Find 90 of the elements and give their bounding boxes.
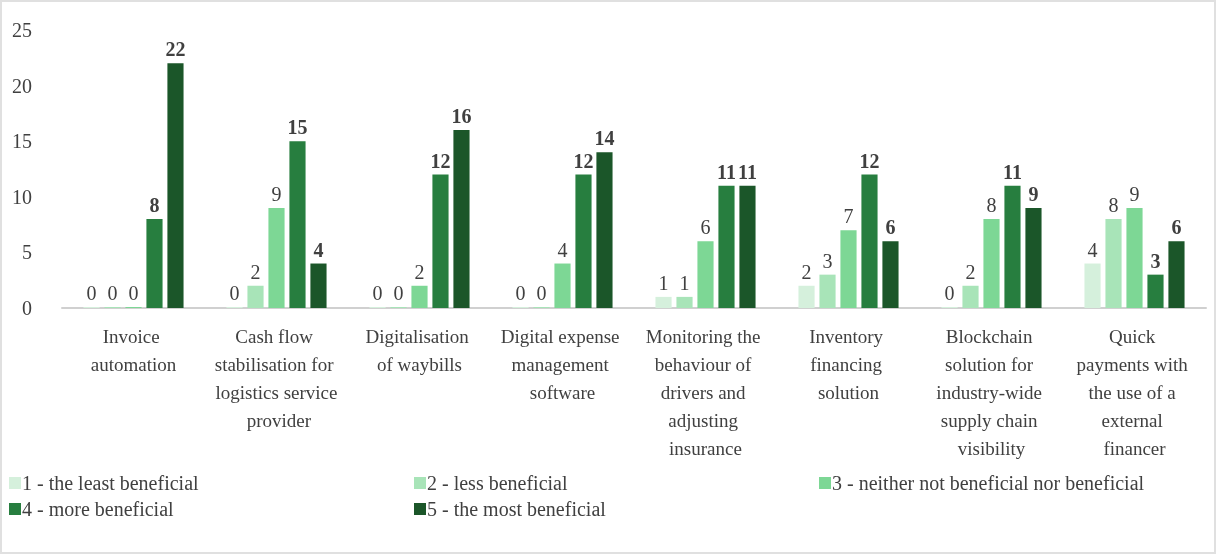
data-label: 6 [700,216,711,239]
x-tick-label: Inventory financing solution [809,325,888,403]
data-label: 7 [843,205,854,228]
y-tick-label: 10 [12,185,32,208]
data-label: 0 [229,282,240,304]
data-label: 0 [128,282,139,304]
data-label: 0 [536,282,547,304]
data-label: 14 [594,127,615,150]
data-label: 16 [451,105,472,128]
bar [1004,185,1021,308]
data-label: 0 [393,282,404,304]
y-tick-label: 0 [22,297,32,319]
data-label: 1 [679,271,690,294]
bar [718,185,735,308]
bar [676,296,693,308]
data-label: 12 [859,149,880,172]
x-tick-label: Invoice automation [90,325,177,375]
bar [167,63,184,308]
data-label: 3 [1150,249,1161,272]
bar [1147,274,1164,308]
data-label: 4 [313,238,324,261]
x-tick-label: Digital expense management software [500,325,625,403]
data-label: 0 [372,282,383,304]
legend-label: 1 - the least beneficial [22,472,200,494]
x-tick-label: Quick payments with the use of a external financer [1076,325,1193,459]
legend-label: 2 - less beneficial [427,472,568,494]
bar [819,274,836,308]
bar [882,241,899,308]
bar [554,263,571,308]
bar [697,241,714,308]
data-label: 11 [738,160,757,183]
bar [1025,207,1042,308]
data-label: 0 [107,282,118,304]
bar [1168,241,1185,308]
data-label: 0 [515,282,526,304]
bar [983,219,1000,308]
bar [861,174,878,308]
x-tick-label: Blockchain solution for industry-wide supply chain visibility [936,325,1047,459]
legend-label: 4 - more beneficial [22,498,175,520]
data-label: 11 [717,160,736,183]
bar [596,152,613,308]
data-label: 12 [573,149,594,172]
bar [1105,219,1122,308]
data-label: 22 [165,38,186,61]
y-tick-label: 15 [12,130,32,153]
bar [1084,263,1101,308]
data-label: 8 [1108,194,1119,217]
data-label: 2 [965,260,976,283]
x-tick-label: Cash flow stabilisation for logistics service provider [214,325,339,431]
data-label: 8 [986,194,997,217]
bar [310,263,327,308]
bar [146,219,163,308]
legend-label: 3 - neither not beneficial nor beneficial [832,472,1145,494]
y-tick-label: 20 [12,74,32,97]
bar [1126,207,1143,308]
bar [289,141,306,308]
legend-label: 5 - the most beneficial [427,498,607,520]
y-tick-label: 5 [22,241,32,264]
data-label: 8 [149,194,160,217]
bar [575,174,592,308]
bar [840,230,857,308]
data-label: 9 [271,182,282,205]
data-label: 4 [1087,238,1098,261]
bar [655,296,672,308]
data-label: 0 [944,282,955,304]
bar [268,207,285,308]
data-label: 6 [1171,216,1182,239]
bar [962,285,979,308]
data-label: 9 [1129,182,1140,205]
data-label: 4 [557,238,568,261]
data-label: 12 [430,149,451,172]
data-label: 2 [250,260,261,283]
data-label: 2 [801,260,812,283]
data-label: 0 [86,282,97,304]
bar [411,285,428,308]
data-label: 11 [1003,160,1022,183]
data-label: 1 [658,271,669,294]
bar [453,130,470,308]
bar [247,285,264,308]
data-label: 6 [885,216,896,239]
bar [432,174,449,308]
bar [739,185,756,308]
x-tick-label: Monitoring the behaviour of drivers and adjusting insurance [645,325,766,459]
data-label: 9 [1028,182,1039,205]
data-label: 3 [822,249,833,272]
y-tick-label: 25 [12,19,32,41]
x-tick-label: Digitalisation of waybills [365,325,474,375]
bar [798,285,815,308]
data-label: 15 [287,116,308,139]
data-label: 2 [414,260,425,283]
